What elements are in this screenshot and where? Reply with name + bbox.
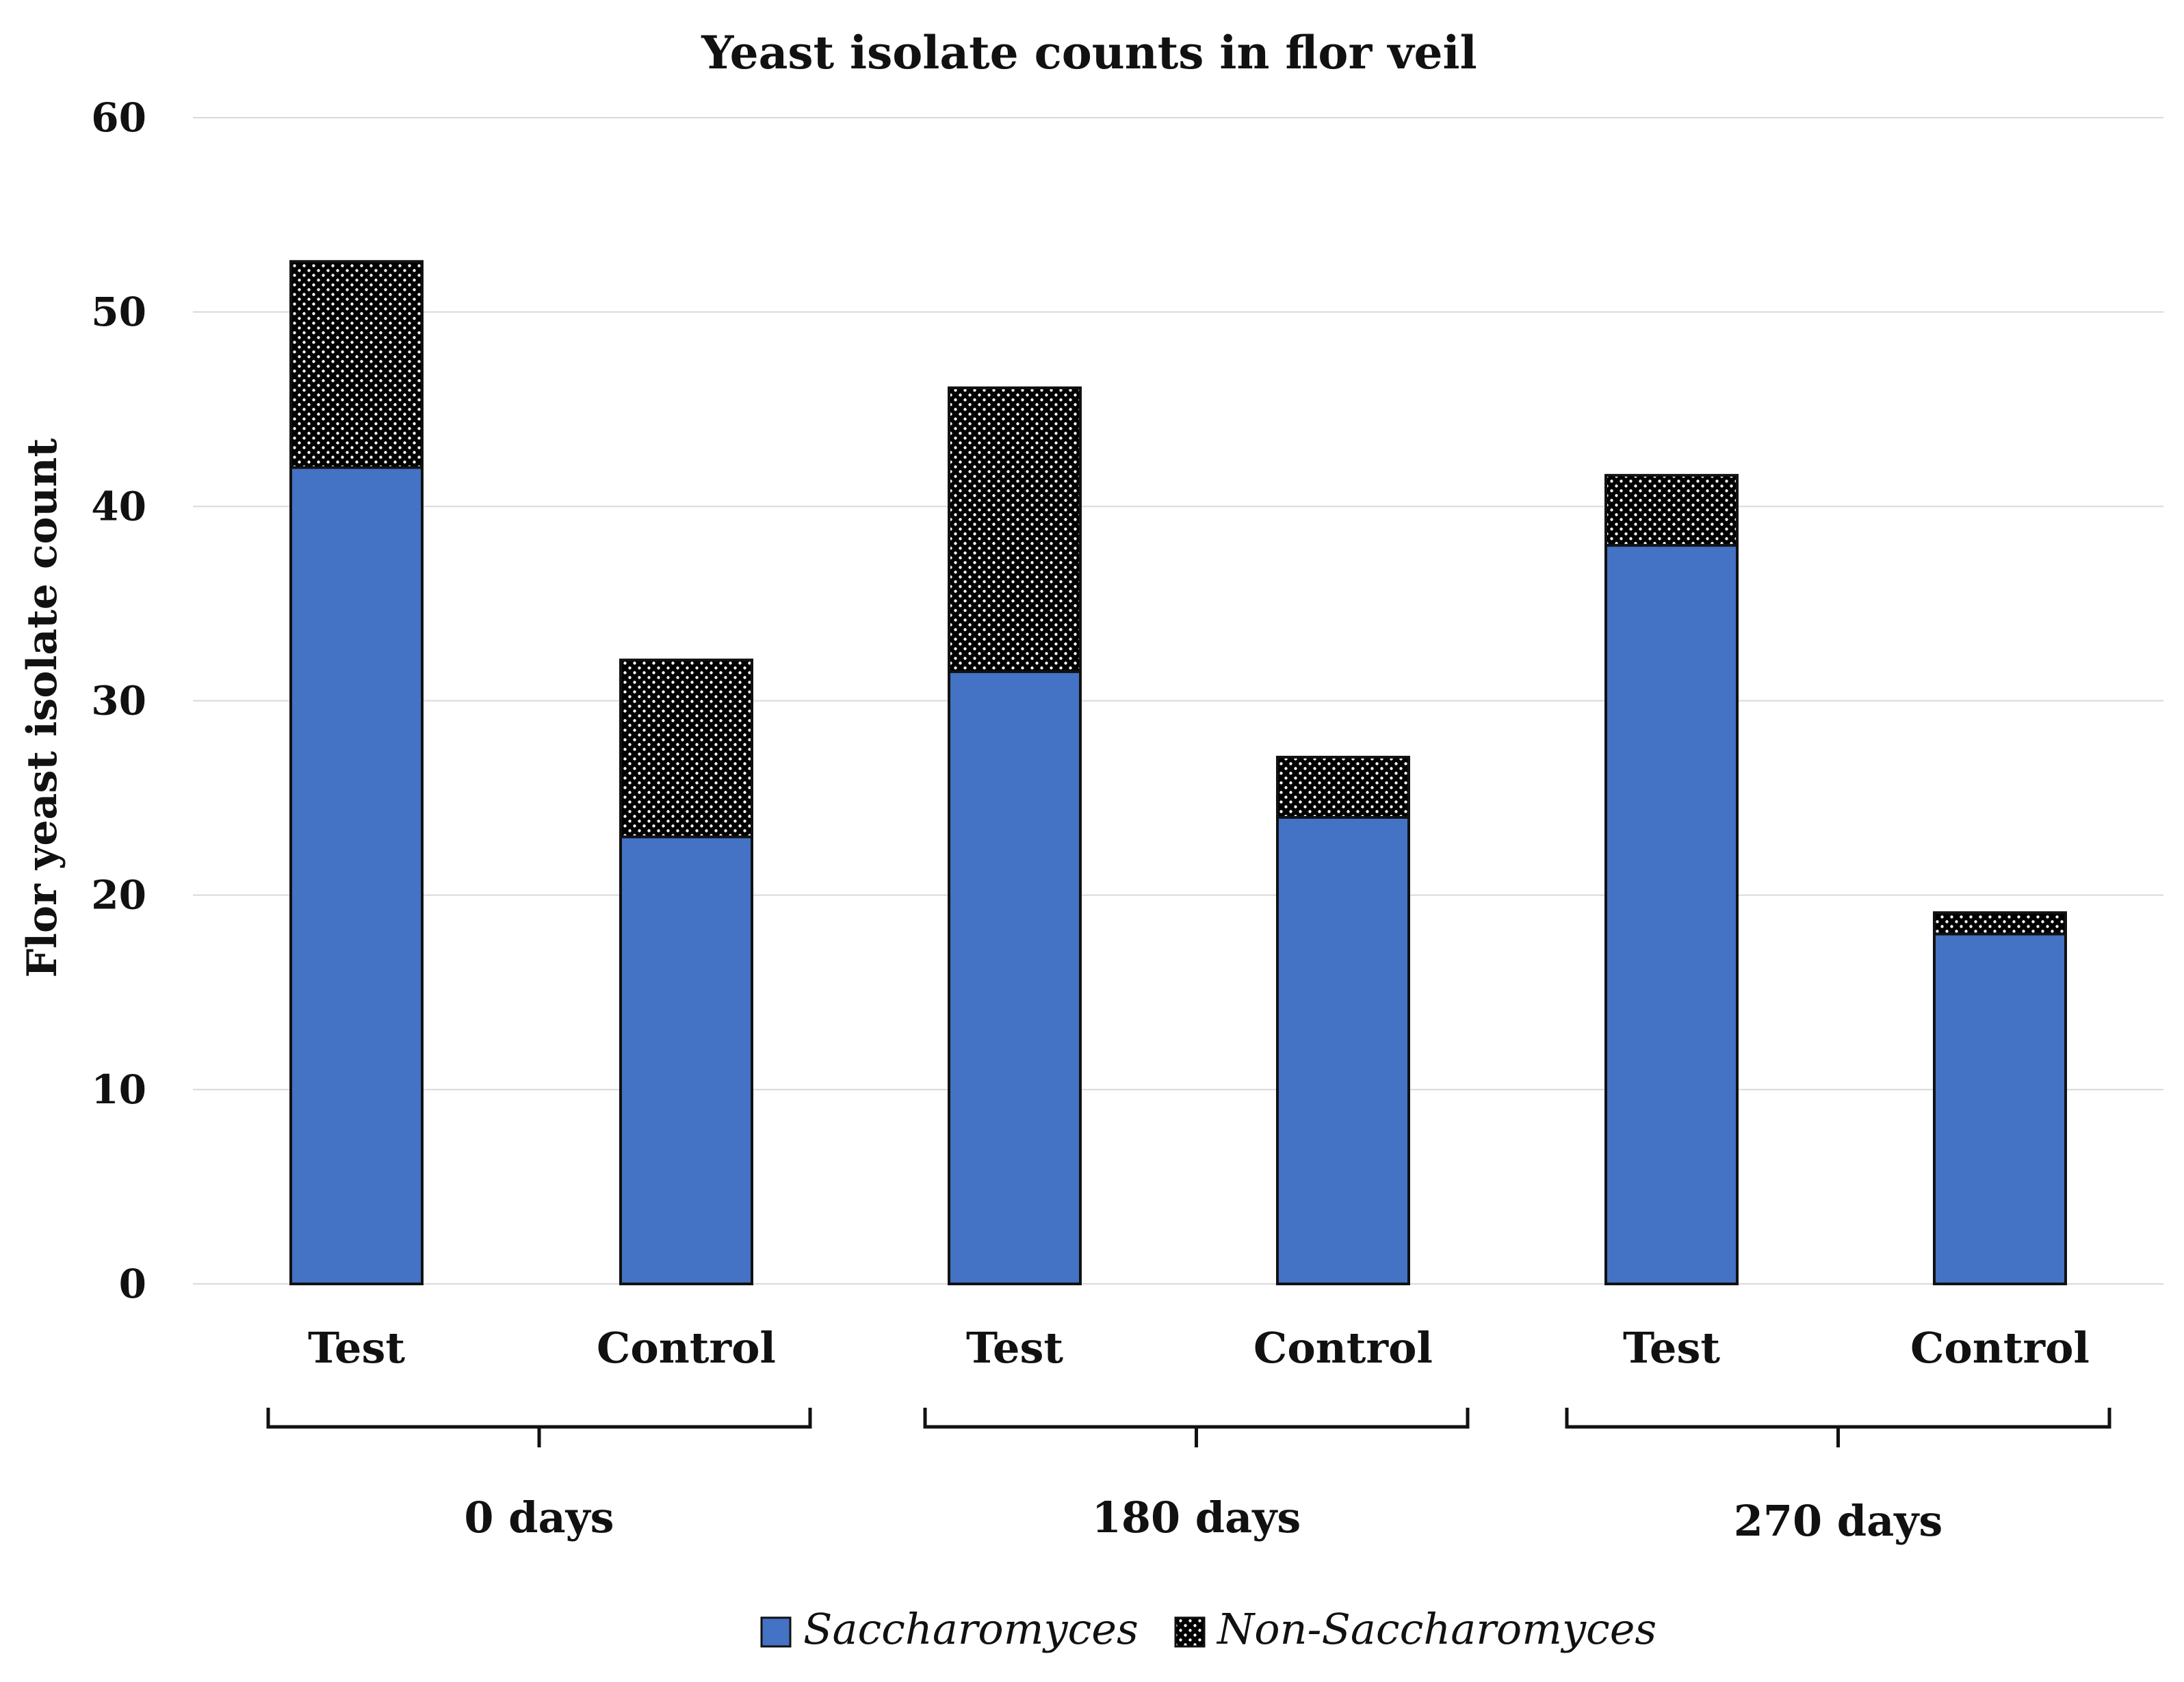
y-axis-ticks: 0 10 20 30 40 50 60 — [91, 94, 146, 1307]
gridlines — [193, 117, 2163, 1285]
x-group-label: 270 days — [1734, 1496, 1942, 1546]
bar-non-saccharomyces — [1276, 755, 1410, 819]
bar-saccharomyces — [1604, 544, 1739, 1286]
bar-non-saccharomyces — [619, 658, 753, 839]
y-tick-label: 10 — [91, 1066, 146, 1113]
bar-non-saccharomyces — [1933, 911, 2067, 936]
x-axis-groups: 0 days 180 days 270 days — [266, 1408, 2111, 1546]
y-tick-label: 0 — [119, 1261, 146, 1307]
y-tick-label: 20 — [91, 872, 146, 919]
bar-saccharomyces — [289, 466, 424, 1285]
bar-non-saccharomyces — [948, 386, 1082, 673]
bar-non-saccharomyces — [1604, 473, 1739, 547]
y-tick-label: 40 — [91, 483, 146, 529]
x-category-label: Test — [1623, 1323, 1720, 1373]
group-brace — [923, 1408, 1470, 1447]
x-group-label: 0 days — [464, 1493, 614, 1542]
y-axis-label: Flor yeast isolate count — [18, 438, 66, 977]
bars — [289, 260, 2067, 1286]
legend-label-saccharomyces: Saccharomyces — [803, 1604, 1139, 1654]
y-tick-label: 50 — [91, 289, 146, 335]
x-category-label: Control — [1253, 1323, 1433, 1373]
x-axis-categories: Test Control Test Control Test Control — [308, 1323, 2090, 1373]
legend-swatch-saccharomyces — [760, 1616, 792, 1648]
group-brace — [266, 1408, 812, 1447]
bar-saccharomyces — [1933, 932, 2067, 1285]
legend-label-non-saccharomyces: Non-Saccharomyces — [1216, 1604, 1656, 1654]
bar-saccharomyces — [948, 670, 1082, 1285]
legend: Saccharomyces Non-Saccharomyces — [760, 1604, 1656, 1654]
bar-non-saccharomyces — [289, 260, 424, 469]
x-category-label: Control — [597, 1323, 776, 1373]
x-category-label: Control — [1910, 1323, 2090, 1373]
x-category-label: Test — [966, 1323, 1063, 1373]
x-group-label: 180 days — [1092, 1493, 1301, 1542]
x-category-label: Test — [308, 1323, 405, 1373]
chart-title: Yeast isolate counts in flor veil — [701, 26, 1477, 79]
bar-saccharomyces — [619, 835, 753, 1285]
y-tick-label: 60 — [91, 94, 146, 141]
group-brace — [1565, 1408, 2111, 1447]
y-tick-label: 30 — [91, 678, 146, 724]
bar-saccharomyces — [1276, 816, 1410, 1285]
legend-swatch-non-saccharomyces — [1174, 1616, 1206, 1648]
